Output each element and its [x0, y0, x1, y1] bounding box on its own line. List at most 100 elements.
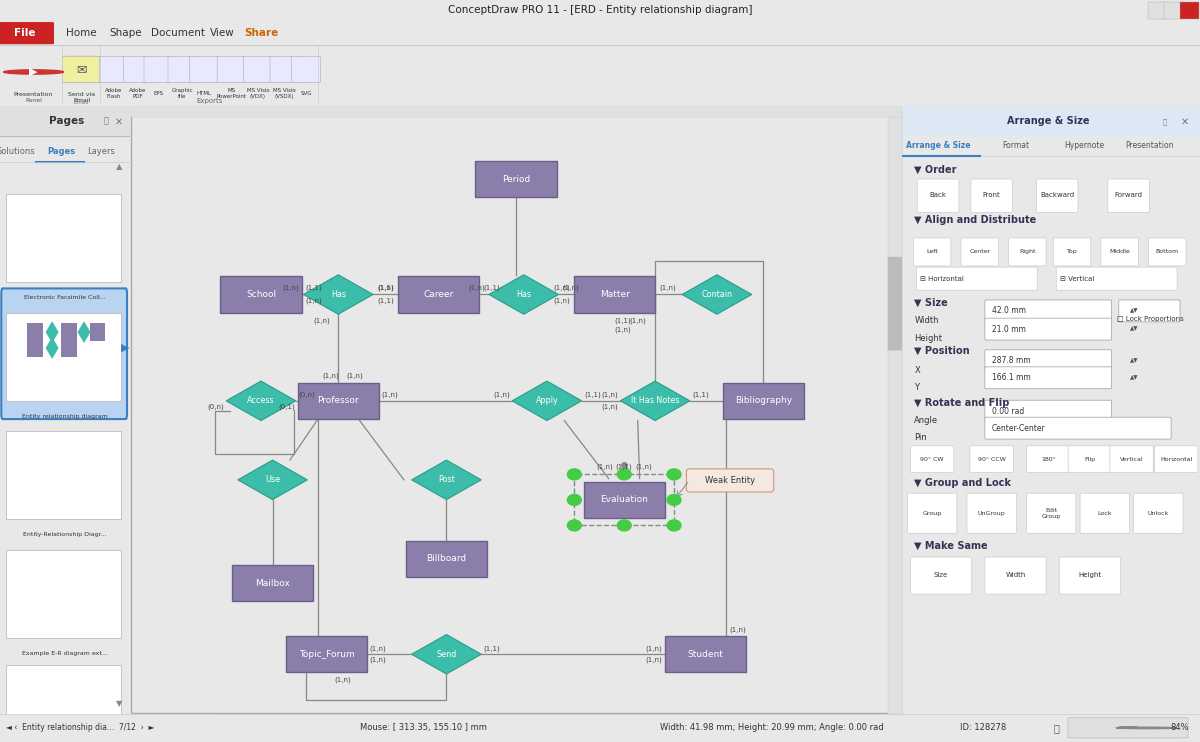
Text: (1,n): (1,n)	[468, 285, 485, 292]
Polygon shape	[226, 381, 295, 421]
Text: Height: Height	[914, 334, 942, 343]
Text: Width: 41.98 mm; Height: 20.99 mm; Angle: 0.00 rad: Width: 41.98 mm; Height: 20.99 mm; Angle…	[660, 723, 883, 732]
Polygon shape	[238, 460, 307, 499]
FancyBboxPatch shape	[970, 446, 1014, 473]
Text: (1,n): (1,n)	[283, 285, 300, 292]
Text: Bottom: Bottom	[1156, 249, 1178, 255]
Text: ▼ Group and Lock: ▼ Group and Lock	[914, 478, 1012, 488]
Text: Presentation: Presentation	[1126, 141, 1174, 150]
FancyBboxPatch shape	[1148, 238, 1186, 266]
Text: Topic_Forum: Topic_Forum	[299, 650, 354, 659]
Text: Apply: Apply	[535, 396, 558, 405]
Text: MS
PowerPoint: MS PowerPoint	[216, 88, 247, 99]
Text: Width: Width	[1006, 572, 1026, 578]
Text: 42.0 mm: 42.0 mm	[991, 306, 1026, 315]
Text: View: View	[210, 28, 234, 38]
FancyBboxPatch shape	[1080, 493, 1129, 533]
Circle shape	[4, 70, 64, 74]
FancyBboxPatch shape	[270, 56, 299, 82]
Text: ▼ Align and Distribute: ▼ Align and Distribute	[914, 215, 1037, 226]
Text: Weak Entity: Weak Entity	[706, 476, 755, 485]
FancyBboxPatch shape	[985, 417, 1171, 439]
Text: ▼ Size: ▼ Size	[914, 298, 948, 307]
FancyBboxPatch shape	[1118, 300, 1180, 322]
Text: Center: Center	[970, 249, 990, 255]
Text: Size: Size	[934, 572, 948, 578]
FancyBboxPatch shape	[1054, 238, 1091, 266]
Text: (1,n): (1,n)	[635, 463, 652, 470]
Text: HTML: HTML	[197, 91, 211, 96]
Text: EPS: EPS	[154, 91, 163, 96]
Text: (1,n): (1,n)	[563, 285, 580, 292]
Text: (0,1): (0,1)	[278, 404, 295, 410]
Text: (0,n): (0,n)	[298, 392, 314, 398]
Bar	[665, 636, 746, 672]
FancyBboxPatch shape	[1134, 493, 1183, 533]
Text: (1,n): (1,n)	[377, 285, 394, 292]
Text: 90° CW: 90° CW	[920, 456, 944, 462]
Text: Share: Share	[245, 28, 278, 38]
Circle shape	[568, 469, 581, 480]
Text: Matter: Matter	[600, 290, 630, 299]
Text: Post: Post	[438, 476, 455, 485]
FancyBboxPatch shape	[917, 179, 959, 212]
Text: 🔒: 🔒	[1162, 118, 1166, 125]
Text: Contain: Contain	[702, 290, 732, 299]
Text: Vertical: Vertical	[1120, 456, 1144, 462]
Text: Back: Back	[930, 192, 947, 198]
FancyBboxPatch shape	[902, 106, 1200, 137]
Text: ▶: ▶	[29, 67, 38, 77]
Text: Career: Career	[424, 290, 454, 299]
Text: Example E-R diagram ext...: Example E-R diagram ext...	[22, 651, 108, 655]
FancyBboxPatch shape	[62, 56, 101, 82]
FancyBboxPatch shape	[1154, 446, 1198, 473]
Polygon shape	[488, 275, 558, 315]
Text: Arrange & Size: Arrange & Size	[1007, 116, 1090, 126]
Text: Unlock: Unlock	[1147, 510, 1169, 516]
Text: SVG: SVG	[300, 91, 312, 96]
FancyBboxPatch shape	[217, 56, 246, 82]
Text: (1,n): (1,n)	[493, 392, 510, 398]
Text: ⊟ Horizontal: ⊟ Horizontal	[920, 276, 964, 282]
Polygon shape	[412, 634, 481, 674]
Text: Access: Access	[247, 396, 275, 405]
Text: Flip: Flip	[1085, 456, 1096, 462]
Text: □ Lock Proportions: □ Lock Proportions	[1117, 316, 1183, 322]
Text: (1,n): (1,n)	[601, 392, 618, 398]
Text: (1,n): (1,n)	[614, 326, 631, 332]
Bar	[232, 565, 313, 601]
FancyBboxPatch shape	[61, 323, 77, 341]
Text: (1,n): (1,n)	[646, 646, 662, 651]
Text: ConceptDraw PRO 11 - [ERD - Entity relationship diagram]: ConceptDraw PRO 11 - [ERD - Entity relat…	[448, 5, 752, 16]
Text: (1,1): (1,1)	[378, 298, 395, 304]
Text: Lock: Lock	[1098, 510, 1112, 516]
FancyBboxPatch shape	[6, 431, 120, 519]
Text: ✕: ✕	[1181, 116, 1189, 126]
Text: ▼ Position: ▼ Position	[914, 347, 970, 356]
Text: MS Visio
(VDX): MS Visio (VDX)	[247, 88, 269, 99]
Text: ▼ Order: ▼ Order	[914, 165, 956, 175]
FancyBboxPatch shape	[913, 238, 950, 266]
Text: (1,n): (1,n)	[335, 677, 352, 683]
Text: (1,n): (1,n)	[370, 657, 386, 663]
Text: ✉: ✉	[77, 63, 86, 76]
Text: (1,1): (1,1)	[484, 285, 500, 292]
Text: X: X	[914, 366, 920, 375]
FancyBboxPatch shape	[1100, 238, 1139, 266]
Text: (1,1): (1,1)	[484, 646, 500, 651]
Text: 287.8 mm: 287.8 mm	[991, 356, 1031, 365]
Text: Bibliography: Bibliography	[734, 396, 792, 405]
Polygon shape	[412, 460, 481, 499]
Text: (1,n): (1,n)	[553, 298, 570, 304]
Circle shape	[667, 520, 680, 531]
Text: Angle: Angle	[914, 416, 938, 425]
Text: 166.1 mm: 166.1 mm	[991, 373, 1031, 382]
Bar	[583, 482, 665, 518]
Polygon shape	[620, 381, 690, 421]
FancyBboxPatch shape	[985, 367, 1111, 389]
FancyBboxPatch shape	[985, 318, 1111, 340]
Text: 90° CCW: 90° CCW	[978, 456, 1006, 462]
Text: (1,1): (1,1)	[584, 392, 601, 398]
Bar	[221, 276, 301, 312]
Text: Forward: Forward	[1115, 192, 1142, 198]
